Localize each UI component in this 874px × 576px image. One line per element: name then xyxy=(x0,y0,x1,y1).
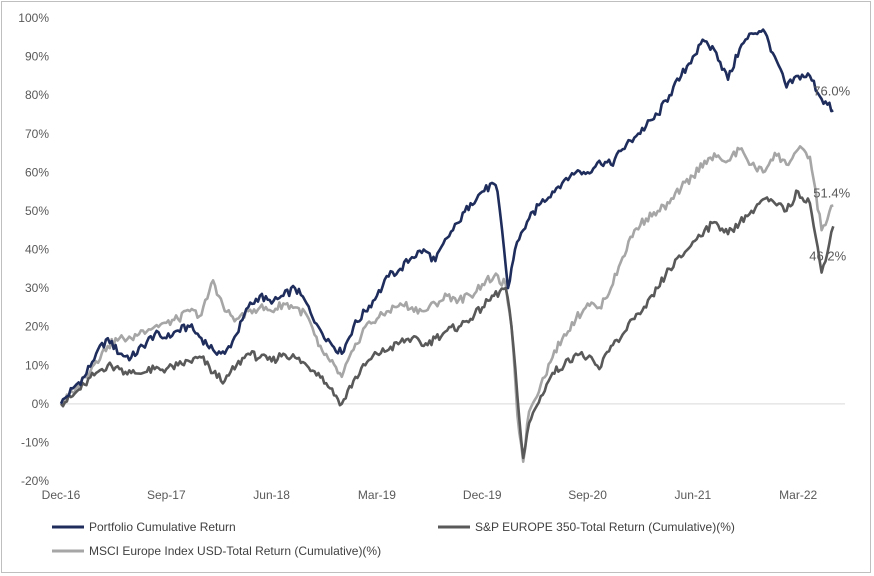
series-lines xyxy=(59,28,835,463)
x-tick-label: Sep-17 xyxy=(147,488,186,502)
x-tick-label: Jun-21 xyxy=(675,488,712,502)
legend-label-portfolio: Portfolio Cumulative Return xyxy=(89,520,236,534)
legend-label-sp-europe-350: S&P EUROPE 350-Total Return (Cumulative)… xyxy=(475,520,735,534)
y-tick-label: 60% xyxy=(25,165,49,179)
y-tick-label: -20% xyxy=(21,474,49,488)
x-tick-label: Dec-19 xyxy=(463,488,502,502)
y-tick-label: 30% xyxy=(25,281,49,295)
end-labels: 76.0% 46.2% 51.4% xyxy=(809,84,850,264)
y-tick-label: 90% xyxy=(25,50,49,64)
y-tick-label: 20% xyxy=(25,320,49,334)
y-tick-label: 100% xyxy=(18,11,49,25)
y-tick-label: -10% xyxy=(21,435,49,449)
x-tick-label: Mar-19 xyxy=(358,488,396,502)
end-label-sp-europe-350: 46.2% xyxy=(809,248,846,263)
legend-label-msci-europe: MSCI Europe Index USD-Total Return (Cumu… xyxy=(89,544,381,558)
legend-item-sp-europe-350: S&P EUROPE 350-Total Return (Cumulative)… xyxy=(438,520,735,534)
legend-item-msci-europe: MSCI Europe Index USD-Total Return (Cumu… xyxy=(52,544,381,558)
end-label-portfolio: 76.0% xyxy=(813,84,850,99)
y-tick-label: 10% xyxy=(25,358,49,372)
x-axis: Dec-16 Sep-17 Jun-18 Mar-19 Dec-19 Sep-20 Jun-… xyxy=(42,488,818,502)
legend: Portfolio Cumulative Return S&P EUROPE 3… xyxy=(52,520,735,558)
y-tick-label: 70% xyxy=(25,127,49,141)
x-tick-label: Mar-22 xyxy=(779,488,817,502)
x-tick-label: Sep-20 xyxy=(568,488,607,502)
y-tick-label: 50% xyxy=(25,204,49,218)
series-line xyxy=(60,145,834,463)
x-tick-label: Dec-16 xyxy=(42,488,81,502)
y-axis: -20% -10% 0% 10% 20% 30% 40% 50% 60% 70% 80% 90% 100… xyxy=(18,11,49,488)
series-line xyxy=(59,28,834,405)
y-tick-label: 80% xyxy=(25,88,49,102)
legend-item-portfolio: Portfolio Cumulative Return xyxy=(52,520,236,534)
x-tick-label: Jun-18 xyxy=(253,488,290,502)
end-label-msci-europe: 51.4% xyxy=(813,186,850,201)
series-line xyxy=(60,189,835,460)
y-tick-label: 40% xyxy=(25,243,49,257)
y-tick-label: 0% xyxy=(32,397,50,411)
